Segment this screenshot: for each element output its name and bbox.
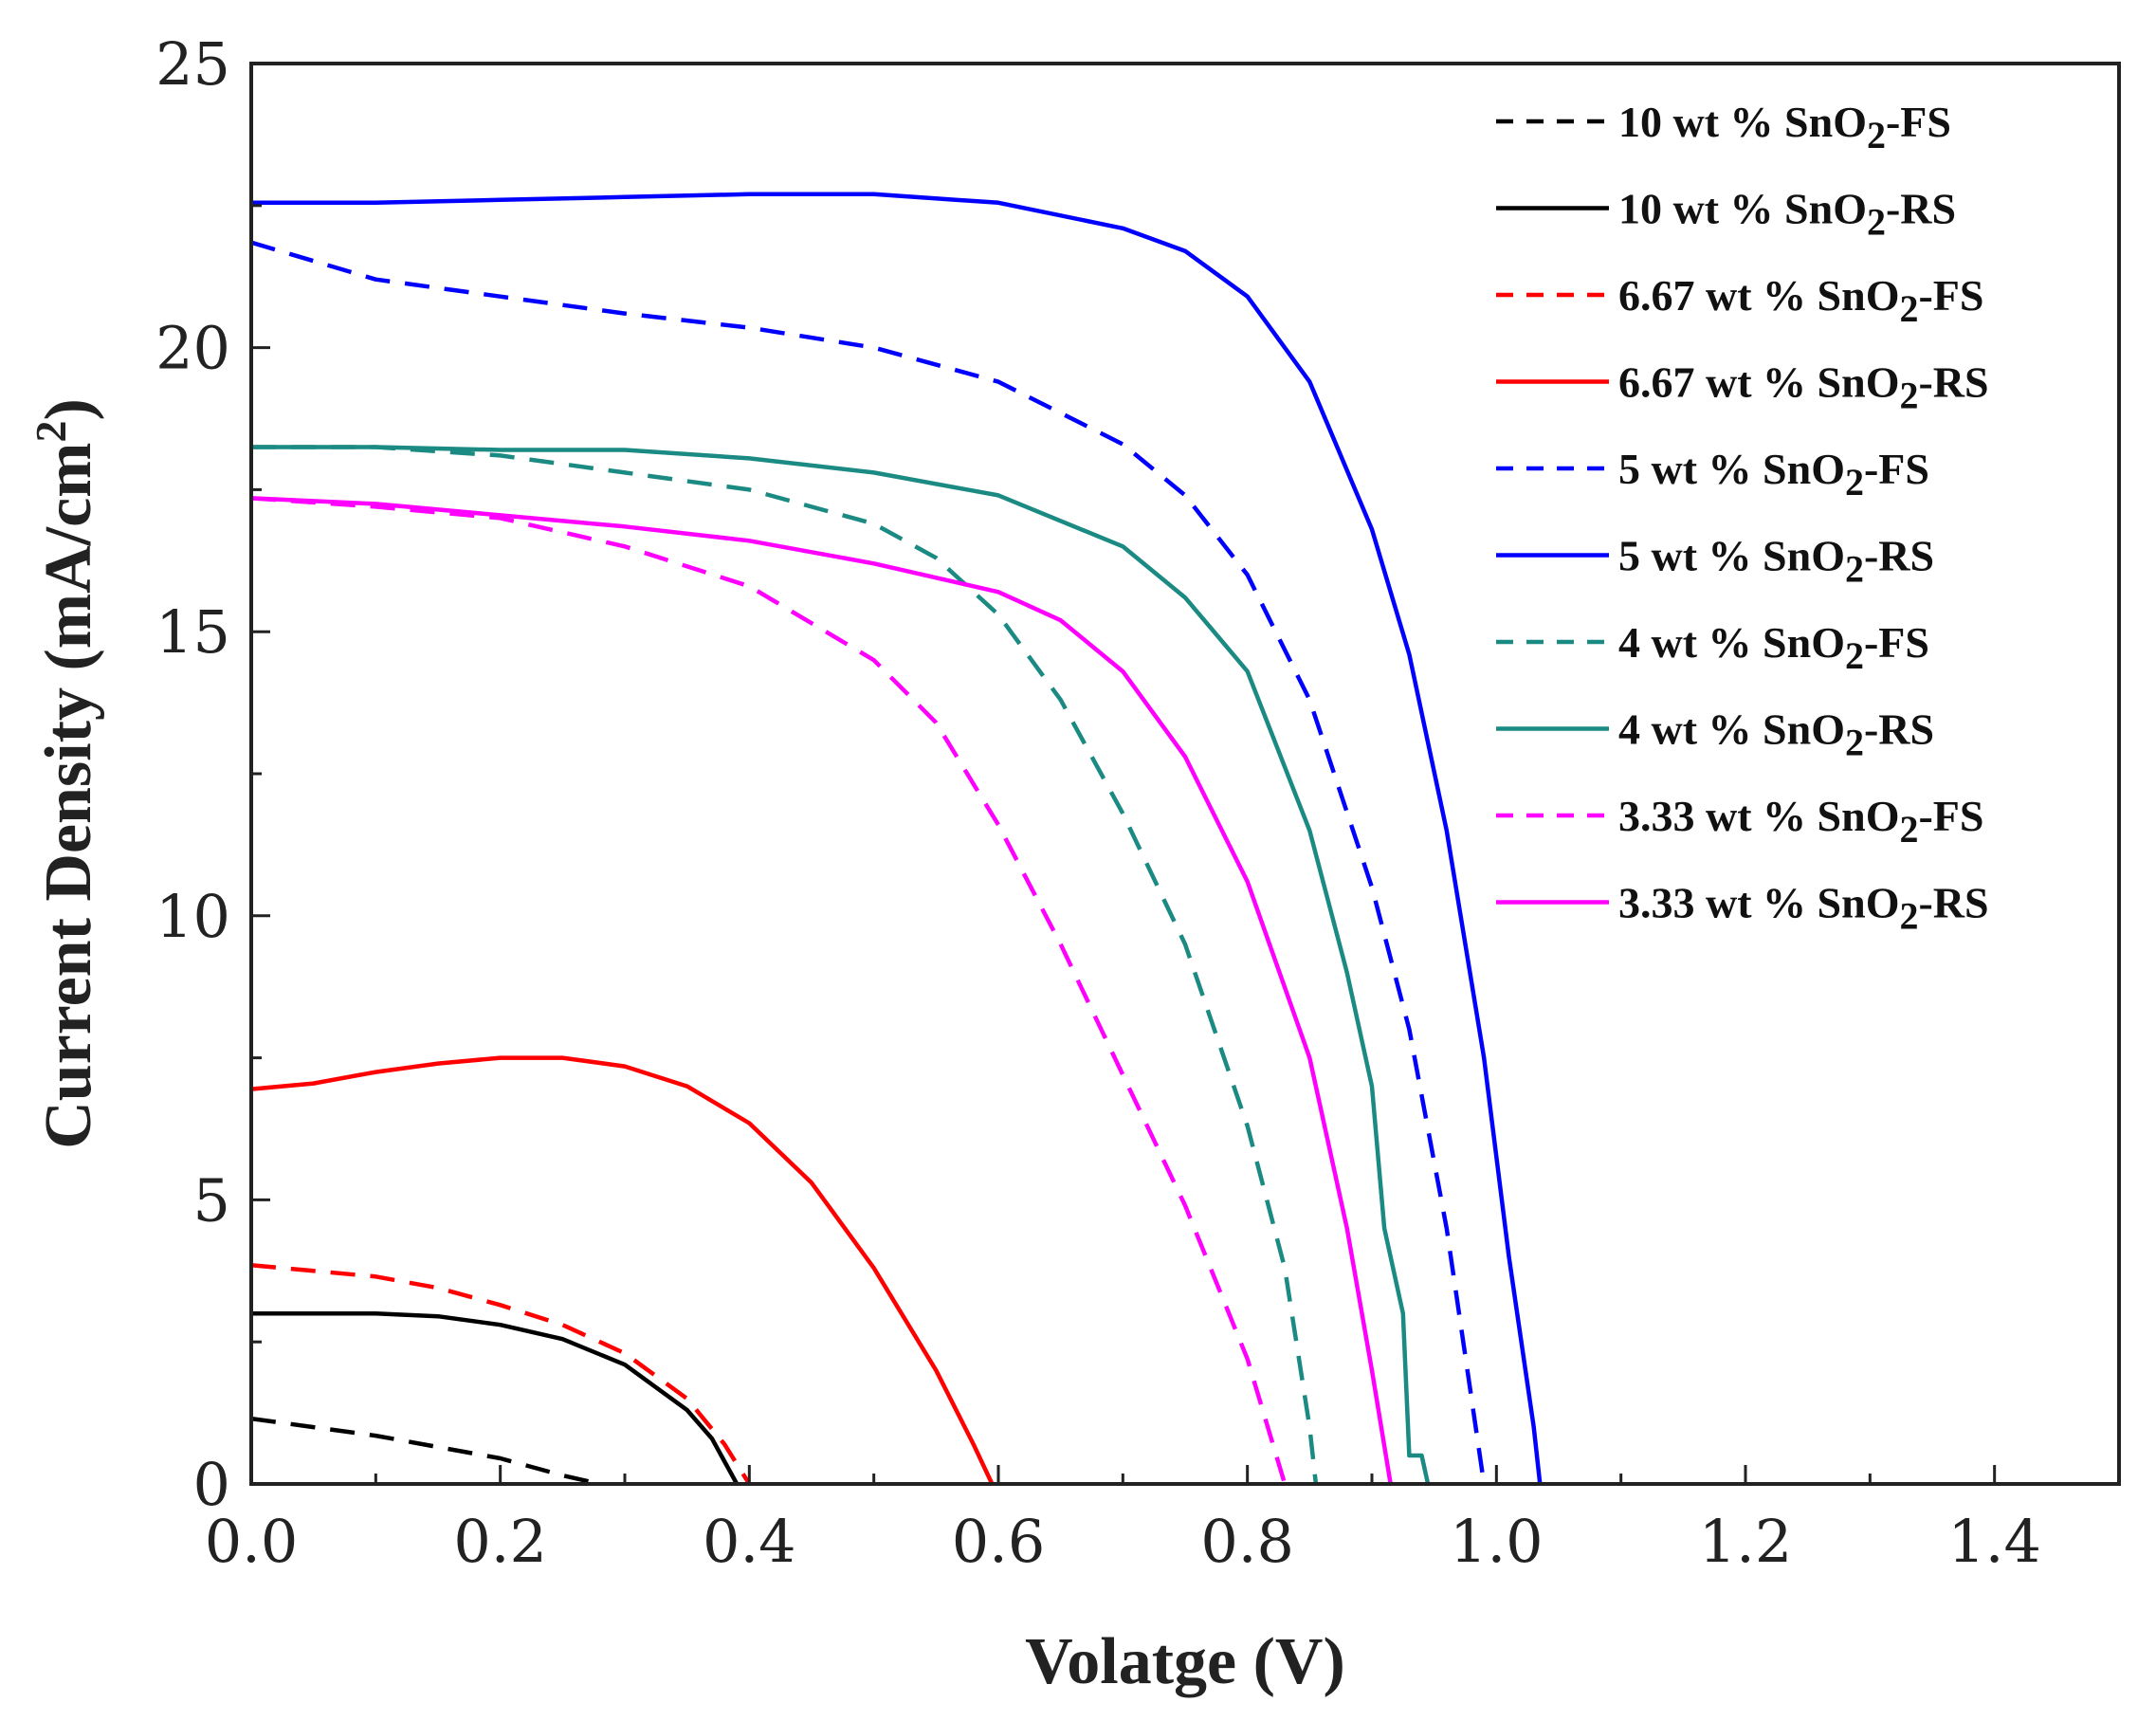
legend-label-9: 3.33 wt % SnO2-RS [1618, 879, 1989, 938]
y-tick-label: 5 [193, 1165, 230, 1235]
series-line-7 [251, 445, 1431, 1485]
legend-label-1: 10 wt % SnO2-RS [1618, 185, 1956, 244]
legend-label-8: 3.33 wt % SnO2-FS [1618, 792, 1983, 851]
y-tick-label: 15 [155, 597, 230, 667]
x-tick-label: 0.2 [453, 1507, 547, 1576]
y-tick-label: 0 [193, 1450, 230, 1519]
x-tick-label: 1.4 [1947, 1507, 2041, 1576]
y-tick-label: 25 [155, 29, 230, 99]
legend-label-3: 6.67 wt % SnO2-RS [1618, 358, 1989, 417]
y-axis-title-close: ) [32, 398, 105, 420]
series-line-9 [250, 496, 1393, 1485]
x-tick-label: 1.0 [1450, 1507, 1544, 1576]
axis-ticks [249, 62, 2121, 1486]
series-line-3 [250, 1055, 995, 1485]
y-axis-title: Current Density (mA/cm2) [27, 398, 105, 1149]
tick-labels: 0.0 0.2 0.4 0.6 0.8 1.0 1.2 1.4 0 5 10 15 20 25 [155, 29, 2041, 1576]
series-line-2 [250, 1263, 752, 1486]
series-line-8 [250, 496, 1288, 1485]
y-axis-title-sup: 2 [27, 421, 75, 443]
legend-label-7: 4 wt % SnO2-RS [1618, 705, 1934, 764]
series-line-0 [250, 1416, 601, 1487]
series-line-6 [251, 445, 1319, 1485]
y-tick-label: 10 [155, 882, 230, 951]
series-line-1 [251, 1310, 740, 1486]
x-tick-label: 0.8 [1200, 1507, 1294, 1576]
y-axis-title-main: Current Density (mA/cm [32, 443, 105, 1149]
legend-label-4: 5 wt % SnO2-FS [1618, 445, 1929, 503]
x-tick-label: 0.6 [952, 1507, 1046, 1576]
legend-label-2: 6.67 wt % SnO2-FS [1618, 271, 1983, 330]
series-line-5 [251, 192, 1543, 1485]
series-line-4 [250, 240, 1487, 1485]
x-tick-label: 1.2 [1699, 1507, 1793, 1576]
x-tick-label: 0.0 [205, 1507, 299, 1576]
legend-label-0: 10 wt % SnO2-FS [1618, 98, 1951, 156]
legend: 10 wt % SnO2-FS 10 wt % SnO2-RS 6.67 wt % … [1496, 98, 1989, 938]
legend-label-6: 4 wt % SnO2-FS [1618, 618, 1929, 677]
series-lines [250, 192, 1543, 1487]
x-axis-title: Volatge (V) [1025, 1625, 1345, 1698]
legend-label-5: 5 wt % SnO2-RS [1618, 532, 1934, 591]
y-tick-label: 20 [155, 314, 230, 383]
x-tick-label: 0.4 [703, 1507, 796, 1576]
